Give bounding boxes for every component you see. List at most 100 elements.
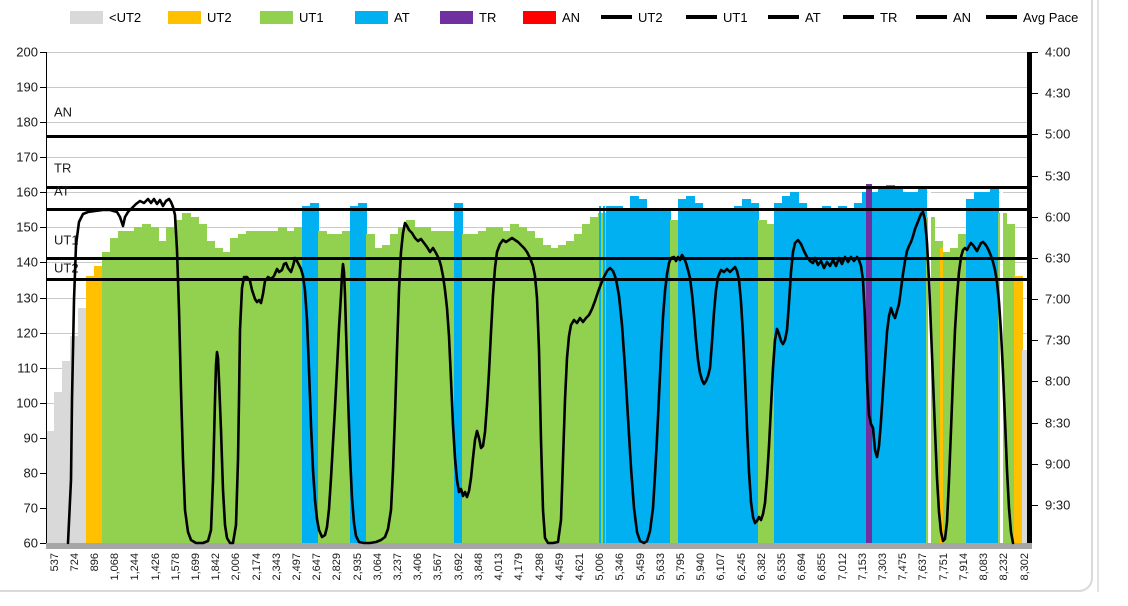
hr-zone-bar bbox=[318, 230, 327, 543]
right-axis-label: 4:00 bbox=[1045, 44, 1071, 60]
hr-zone-bar bbox=[326, 234, 335, 543]
right-axis-label: 8:30 bbox=[1045, 415, 1071, 431]
legend-item-tr: TR bbox=[440, 7, 496, 27]
hr-zone-bar bbox=[286, 230, 295, 543]
hr-zone-bar bbox=[150, 227, 159, 543]
hr-zone-bar bbox=[958, 234, 967, 543]
hr-zone-bar bbox=[350, 206, 359, 543]
right-axis-label: 8:00 bbox=[1045, 373, 1071, 389]
hr-zone-bar bbox=[46, 430, 55, 543]
hr-zone-bar bbox=[454, 202, 463, 543]
right-axis-tick bbox=[1032, 175, 1038, 177]
chart-legend: <UT2 UT2 UT1 AT TR AN UT2 UT1 AT TR AN Avg Pace bbox=[0, 7, 1090, 27]
hr-zone-bar bbox=[894, 188, 903, 543]
zone-label-ut1: UT1 bbox=[54, 232, 79, 248]
legend-item-at: AT bbox=[768, 7, 821, 27]
hr-zone-bar bbox=[78, 308, 87, 543]
zone-threshold-line-an bbox=[46, 134, 1030, 138]
hr-zone-bar bbox=[518, 227, 527, 543]
hr-zone-bar bbox=[638, 199, 647, 543]
zone-threshold-line-tr bbox=[46, 185, 1030, 189]
hr-zone-bar bbox=[582, 223, 591, 543]
hr-zone-bar bbox=[710, 209, 719, 543]
hr-zone-bar bbox=[190, 216, 199, 543]
hr-zone-bar bbox=[398, 227, 407, 543]
hr-zone-bar bbox=[558, 244, 567, 543]
right-axis-tick bbox=[1032, 505, 1038, 506]
left-axis-label: 150 bbox=[16, 219, 38, 235]
hr-zone-bar bbox=[950, 248, 959, 543]
hr-zone-bar bbox=[110, 237, 119, 543]
left-axis-label: 180 bbox=[16, 114, 38, 130]
legend-label: AN bbox=[562, 9, 581, 25]
hr-zone-bar bbox=[830, 209, 839, 543]
hr-zone-bar bbox=[606, 206, 615, 543]
left-axis-tick bbox=[40, 332, 46, 334]
hr-zone-bar bbox=[278, 227, 287, 543]
hr-zone-bar bbox=[886, 185, 895, 543]
right-axis-tick bbox=[1032, 257, 1038, 259]
legend-item-an: AN bbox=[523, 7, 580, 27]
hr-zone-bar bbox=[246, 230, 255, 543]
left-axis-label: 110 bbox=[17, 360, 38, 376]
hr-zone-bar bbox=[678, 199, 687, 543]
hr-zone-bar bbox=[406, 220, 415, 543]
right-axis-tick bbox=[1032, 381, 1038, 383]
left-axis-tick bbox=[40, 543, 46, 544]
hr-zone-bar bbox=[382, 244, 391, 543]
hr-zone-bar bbox=[990, 188, 999, 543]
legend-swatch-ut1 bbox=[260, 10, 293, 24]
left-axis-tick bbox=[40, 367, 46, 369]
legend-line-swatch-an bbox=[916, 15, 947, 19]
legend-line-swatch-tr bbox=[843, 15, 874, 19]
hr-zone-bar bbox=[254, 230, 263, 543]
hr-zone-bar bbox=[878, 188, 887, 543]
hr-zone-bar bbox=[430, 230, 439, 543]
legend-swatch-ut2 bbox=[70, 10, 103, 24]
left-axis-tick bbox=[40, 52, 46, 53]
hr-zone-bar bbox=[262, 230, 271, 543]
hr-zone-bar bbox=[214, 248, 223, 543]
left-axis-label: 90 bbox=[23, 430, 38, 446]
left-axis-label: 170 bbox=[16, 149, 38, 165]
hr-zone-bar bbox=[806, 209, 815, 543]
left-axis-label: 80 bbox=[23, 465, 38, 481]
right-axis-label: 9:30 bbox=[1045, 497, 1071, 513]
hr-zone-bar bbox=[470, 234, 479, 543]
hr-zone-bar bbox=[422, 227, 431, 543]
legend-label: Avg Pace bbox=[1023, 9, 1079, 25]
left-axis-label: 70 bbox=[23, 500, 38, 516]
legend-swatch-an bbox=[523, 10, 556, 24]
left-axis-label: 160 bbox=[16, 184, 38, 200]
hr-zone-bar bbox=[686, 195, 695, 543]
hr-zone-bar bbox=[374, 248, 383, 543]
legend-label: TR bbox=[880, 9, 898, 25]
zone-label-ut2: UT2 bbox=[54, 260, 79, 276]
hr-zone-bar bbox=[270, 230, 279, 543]
hr-zone-bar bbox=[782, 195, 791, 543]
zone-label-tr: TR bbox=[54, 160, 72, 176]
gridline bbox=[46, 52, 1030, 53]
left-axis-tick bbox=[40, 157, 46, 159]
hr-zone-bar bbox=[358, 202, 367, 543]
hr-zone-bar bbox=[62, 360, 71, 543]
right-axis-label: 7:30 bbox=[1045, 332, 1071, 348]
hr-zone-bar bbox=[742, 199, 751, 543]
hr-zone-bar bbox=[846, 209, 855, 543]
hr-zone-bar bbox=[238, 234, 247, 543]
legend-line-swatch-at bbox=[768, 15, 799, 19]
legend-item-at: AT bbox=[355, 7, 410, 27]
legend-item-avgpace: Avg Pace bbox=[986, 7, 1078, 27]
hr-zone-bar bbox=[702, 209, 711, 543]
legend-item-tr: TR bbox=[843, 7, 897, 27]
hr-zone-bar bbox=[646, 209, 655, 543]
hr-zone-bar bbox=[310, 202, 319, 543]
hr-zone-bar bbox=[118, 230, 127, 543]
zone-label-an: AN bbox=[54, 104, 73, 120]
legend-label: UT1 bbox=[723, 9, 748, 25]
legend-label: <UT2 bbox=[109, 9, 142, 25]
left-axis-tick bbox=[40, 402, 46, 404]
left-axis-tick bbox=[40, 507, 46, 509]
right-axis-tick bbox=[1032, 422, 1038, 424]
